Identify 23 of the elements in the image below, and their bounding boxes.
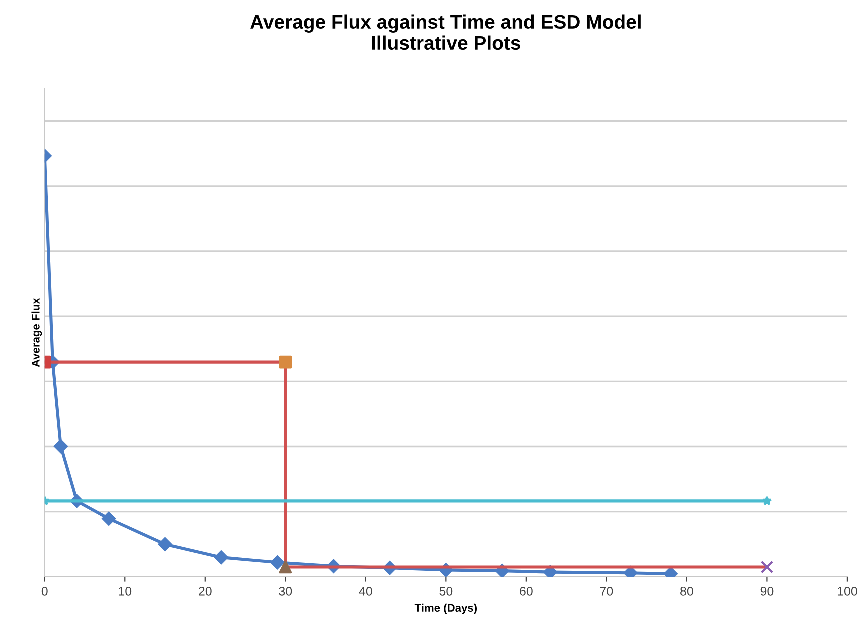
point bbox=[102, 512, 116, 526]
x-tick-label: 0 bbox=[42, 586, 48, 596]
x-tick-label: 100 bbox=[838, 586, 858, 596]
point bbox=[760, 560, 774, 574]
x-tick-label: 40 bbox=[359, 586, 372, 596]
point bbox=[158, 538, 172, 552]
x-tick-label: 10 bbox=[119, 586, 132, 596]
chart-title: Average Flux against Time and ESD Model Illustrative Plots bbox=[250, 14, 641, 50]
x-tick-label: 90 bbox=[760, 586, 774, 596]
y-axis-title: Average Flux bbox=[32, 298, 42, 368]
point bbox=[270, 556, 285, 570]
point bbox=[279, 560, 292, 574]
x-axis-title: Time (Days) bbox=[414, 604, 478, 614]
x-tick-label: 50 bbox=[440, 586, 453, 596]
x-tick-label: 60 bbox=[520, 586, 533, 596]
x-tick-label: 70 bbox=[600, 586, 614, 596]
point bbox=[544, 565, 558, 577]
x-tick-label: 20 bbox=[199, 586, 212, 596]
x-tick-label: 80 bbox=[680, 586, 694, 596]
point bbox=[214, 550, 228, 565]
point bbox=[54, 440, 68, 454]
x-tick-label: 30 bbox=[279, 586, 292, 596]
point bbox=[279, 356, 292, 369]
